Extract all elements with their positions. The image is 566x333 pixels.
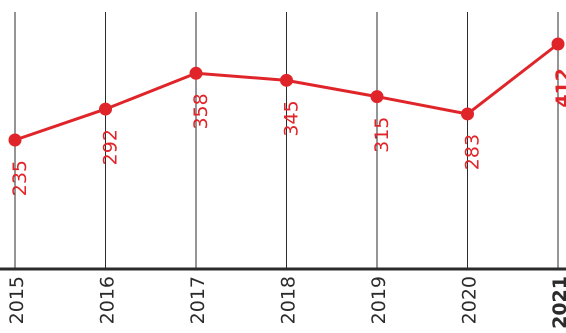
data-point-2016	[99, 102, 112, 116]
x-tick-labels: 2015 2016 2017 2018 2019 2020 2021	[6, 276, 566, 329]
x-tick-2020: 2020	[459, 276, 481, 324]
data-points	[8, 37, 565, 147]
data-label-2019: 315	[371, 117, 393, 153]
data-labels: 235 292 358 345 315 283 412	[9, 68, 566, 196]
data-label-2016: 292	[100, 129, 122, 165]
grid-lines	[14, 12, 559, 269]
data-point-2015	[8, 133, 22, 147]
data-point-2020	[461, 107, 474, 121]
data-label-2017: 358	[190, 93, 212, 129]
x-tick-2019: 2019	[368, 276, 390, 324]
data-point-2017	[189, 66, 203, 80]
data-point-2019	[370, 90, 384, 104]
x-tick-2015: 2015	[6, 276, 28, 324]
x-tick-2021: 2021	[549, 276, 566, 329]
data-label-2021: 412	[552, 68, 566, 108]
data-point-2018	[280, 73, 293, 87]
data-label-2020: 283	[462, 134, 484, 170]
data-label-2018: 345	[281, 100, 303, 136]
x-tick-2016: 2016	[97, 276, 119, 324]
data-point-2021	[551, 37, 565, 51]
x-tick-2017: 2017	[187, 276, 209, 324]
data-label-2015: 235	[9, 160, 31, 196]
x-tick-2018: 2018	[278, 276, 300, 324]
